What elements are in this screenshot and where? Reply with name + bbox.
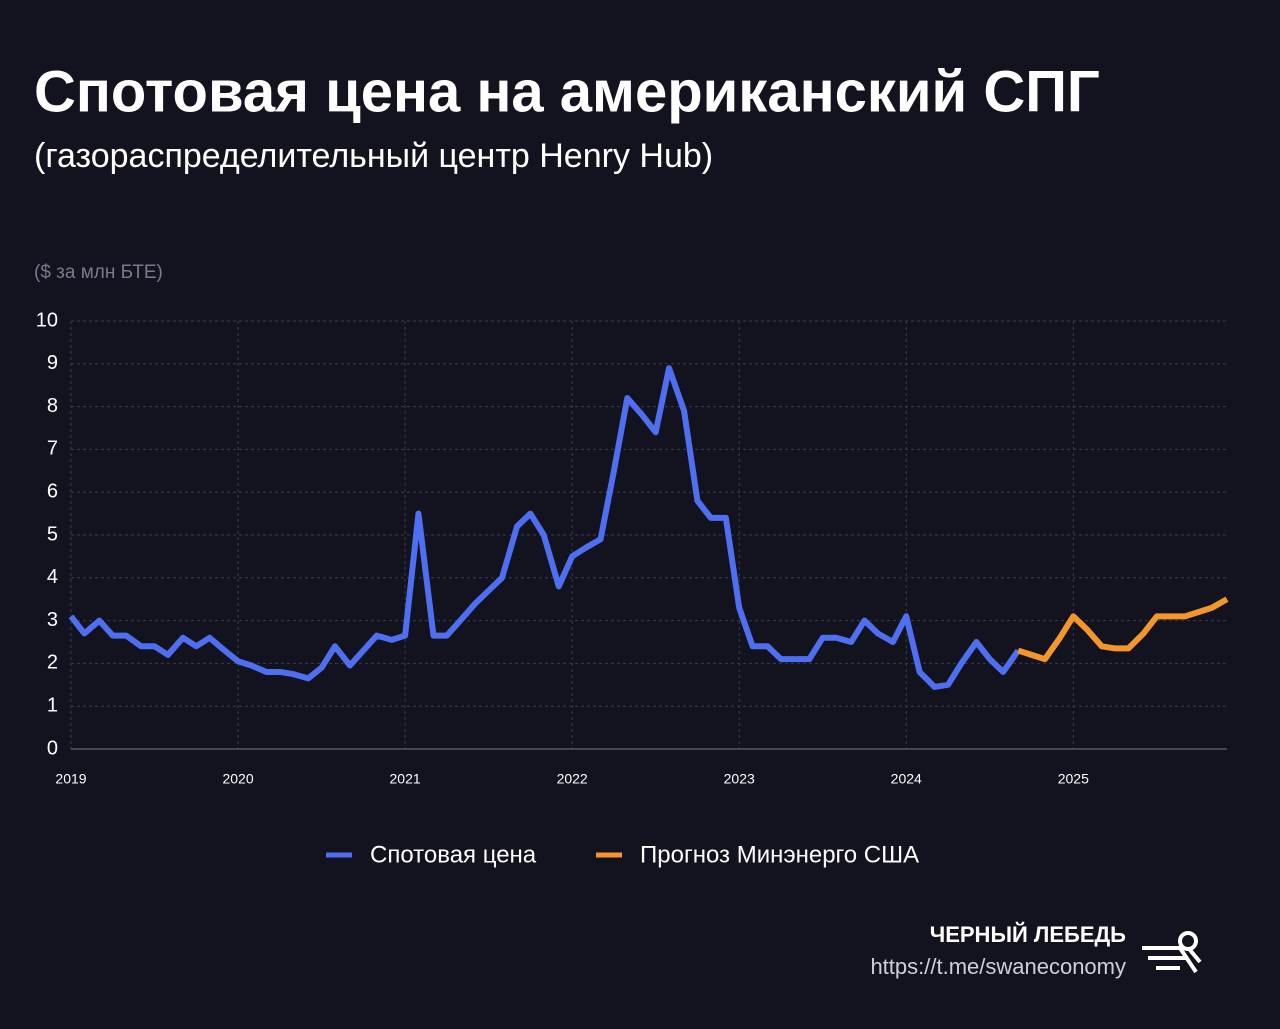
y-tick-label: 7 xyxy=(47,438,58,460)
x-tick-label: 2023 xyxy=(724,771,755,787)
y-tick-label: 5 xyxy=(47,523,58,545)
logo xyxy=(1142,931,1202,974)
y-tick-label: 0 xyxy=(47,737,58,759)
y-tick-label: 6 xyxy=(47,480,58,502)
y-tick-label: 2 xyxy=(47,652,58,674)
x-tick-label: 2024 xyxy=(891,771,922,787)
x-tick-label: 2020 xyxy=(222,771,253,787)
y-tick-label: 1 xyxy=(47,694,58,716)
chart-title: Спотовая цена на американский СПГ xyxy=(34,59,1100,124)
chart-subtitle: (газораспределительный центр Henry Hub) xyxy=(34,137,713,175)
source-name: ЧЕРНЫЙ ЛЕБЕДЬ xyxy=(930,922,1126,947)
y-tick-label: 4 xyxy=(47,566,58,588)
y-axis-label: ($ за млн БТЕ) xyxy=(34,262,163,283)
y-tick-label: 10 xyxy=(36,309,58,331)
source-url: https://t.me/swaneconomy xyxy=(870,954,1126,979)
legend-label: Прогноз Минэнерго США xyxy=(640,841,919,868)
series-line xyxy=(1017,596,1229,663)
y-tick-label: 9 xyxy=(47,352,58,374)
y-tick-label: 3 xyxy=(47,609,58,631)
x-tick-label: 2021 xyxy=(390,771,421,787)
x-tick-label: 2022 xyxy=(557,771,588,787)
legend-label: Спотовая цена xyxy=(370,841,537,868)
y-tick-label: 8 xyxy=(47,395,58,417)
x-tick-label: 2019 xyxy=(55,771,86,787)
x-tick-label: 2025 xyxy=(1058,771,1089,787)
series-line xyxy=(68,365,1021,690)
